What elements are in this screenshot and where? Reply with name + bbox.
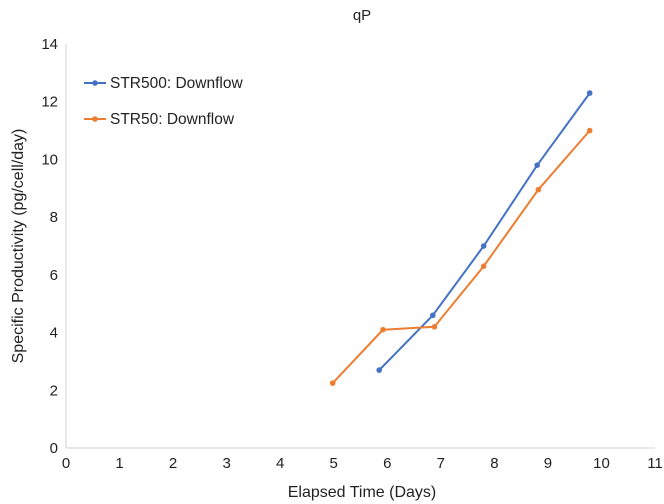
y-tick-label: 2: [50, 382, 58, 399]
series-layer: [329, 90, 593, 386]
data-point-str50: [380, 326, 386, 333]
y-tick-label: 0: [50, 440, 58, 457]
data-point-str500: [376, 367, 383, 373]
data-point-str500: [534, 162, 540, 168]
data-point-str500: [430, 312, 436, 319]
x-tick-label: 2: [169, 455, 177, 472]
chart-title: qP: [353, 7, 371, 24]
legend-marker-str500: [92, 80, 98, 86]
legend-label-str500: STR500: Downflow: [110, 75, 243, 92]
y-tick-label: 6: [50, 267, 58, 284]
x-tick-label: 5: [330, 455, 338, 472]
data-point-str50: [480, 263, 487, 270]
y-tick-label: 4: [50, 325, 58, 342]
y-tick-labels: 0 2 4 6 8 10 12 14: [41, 36, 58, 457]
x-tick-label: 8: [490, 455, 498, 472]
data-point-str50: [586, 127, 593, 134]
data-point-str50: [535, 186, 542, 193]
x-tick-label: 7: [437, 455, 445, 472]
x-tick-label: 3: [222, 455, 230, 472]
x-tick-label: 6: [383, 455, 391, 472]
legend-item-str500: STR500: Downflow: [84, 75, 243, 92]
series-str500: [376, 90, 593, 373]
series-str50: [329, 127, 593, 386]
axes: [65, 44, 655, 449]
x-tick-label: 0: [62, 455, 70, 472]
x-tick-labels: 0 1 2 3 4 5 6 7 8 9 10 11: [62, 455, 663, 472]
legend: STR500: Downflow STR50: Downflow: [84, 75, 243, 128]
legend-label-str50: STR50: Downflow: [110, 111, 235, 128]
legend-item-str50: STR50: Downflow: [84, 111, 235, 128]
x-tick-label: 10: [593, 455, 610, 472]
y-tick-label: 8: [50, 209, 58, 226]
x-tick-label: 11: [647, 455, 663, 472]
data-point-str500: [586, 90, 593, 96]
data-point-str50: [329, 380, 336, 386]
data-point-str500: [480, 243, 487, 249]
y-tick-label: 14: [41, 36, 58, 53]
y-axis-label: Specific Productivity (pg/cell/day): [10, 129, 27, 364]
y-tick-label: 12: [41, 94, 58, 111]
x-axis-label: Elapsed Time (Days): [288, 484, 437, 501]
x-tick-label: 1: [115, 455, 123, 472]
x-tick-label: 9: [544, 455, 552, 472]
legend-marker-str50: [92, 116, 98, 122]
data-point-str50: [431, 324, 438, 330]
series-line-str50: [331, 129, 591, 384]
x-tick-label: 4: [276, 455, 284, 472]
y-tick-label: 10: [41, 151, 58, 168]
